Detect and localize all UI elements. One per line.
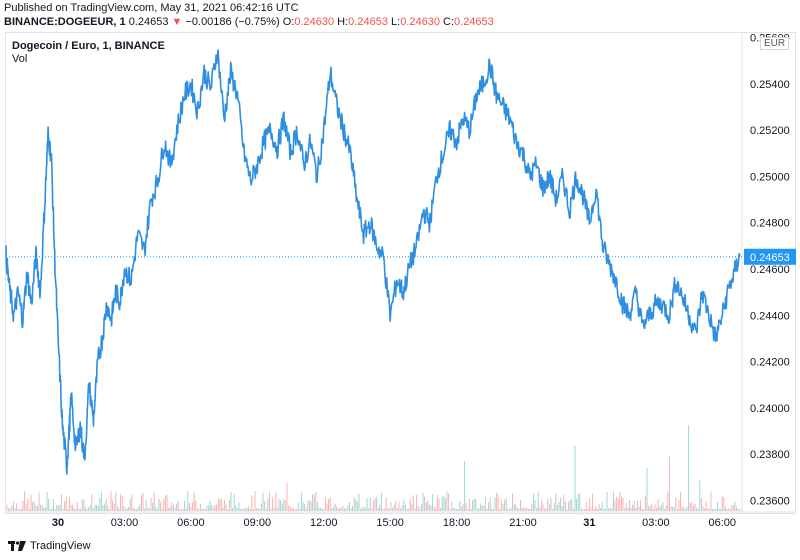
y-tick-label: 0.23800 bbox=[750, 449, 790, 461]
tradingview-logo-icon bbox=[8, 541, 26, 551]
y-tick-label: 0.24400 bbox=[750, 310, 790, 322]
ohlc-header: BINANCE:DOGEEUR, 1 0.24653 ▼ −0.00186 (−… bbox=[4, 16, 494, 28]
close-value: 0.24653 bbox=[454, 16, 494, 28]
x-tick-label: 15:00 bbox=[376, 517, 404, 529]
y-tick-label: 0.25200 bbox=[750, 125, 790, 137]
brand-label: TradingView bbox=[30, 540, 91, 552]
tradingview-brand[interactable]: TradingView bbox=[8, 540, 91, 552]
x-tick-label: 21:00 bbox=[509, 517, 537, 529]
x-tick-label: 03:00 bbox=[111, 517, 139, 529]
x-tick-label: 12:00 bbox=[310, 517, 338, 529]
x-tick-label: 18:00 bbox=[443, 517, 471, 529]
x-tick-label: 03:00 bbox=[642, 517, 670, 529]
symbol-label: BINANCE:DOGEEUR, 1 bbox=[4, 16, 126, 28]
y-tick-label: 0.24600 bbox=[750, 264, 790, 276]
close-label: C: bbox=[443, 16, 455, 28]
published-caption: Published on TradingView.com, May 31, 20… bbox=[4, 2, 299, 14]
change-value: −0.00186 (−0.75%) bbox=[185, 16, 280, 28]
change-arrow-icon: ▼ bbox=[171, 16, 183, 28]
high-value: 0.24653 bbox=[348, 16, 388, 28]
y-tick-label: 0.25000 bbox=[750, 171, 790, 183]
last-price-tag bbox=[744, 248, 796, 265]
open-value: 0.24630 bbox=[294, 16, 335, 28]
y-tick-label: 0.24800 bbox=[750, 218, 790, 230]
open-label: O: bbox=[282, 16, 295, 28]
y-tick-label: 0.24000 bbox=[750, 403, 790, 415]
x-tick-label: 06:00 bbox=[177, 517, 205, 529]
high-label: H: bbox=[337, 16, 349, 28]
low-value: 0.24630 bbox=[400, 16, 440, 28]
low-label: L: bbox=[391, 16, 401, 28]
x-tick-label: 31 bbox=[583, 517, 595, 529]
price-line-series bbox=[5, 49, 741, 475]
y-tick-label: 0.24200 bbox=[750, 357, 790, 369]
currency-badge[interactable]: EUR bbox=[760, 37, 790, 50]
chart-frame bbox=[5, 32, 796, 514]
last-price-value: 0.24653 bbox=[128, 16, 169, 28]
y-tick-label: 0.25400 bbox=[750, 79, 790, 91]
y-tick-label: 0.23600 bbox=[750, 495, 790, 507]
x-tick-label: 06:00 bbox=[709, 517, 737, 529]
volume-legend: Vol bbox=[12, 53, 28, 65]
x-tick-label: 30 bbox=[52, 517, 64, 529]
last-price-label: 0.24653 bbox=[750, 252, 790, 264]
chart-legend-title: Dogecoin / Euro, 1, BINANCE bbox=[12, 40, 165, 52]
x-tick-label: 09:00 bbox=[244, 517, 272, 529]
